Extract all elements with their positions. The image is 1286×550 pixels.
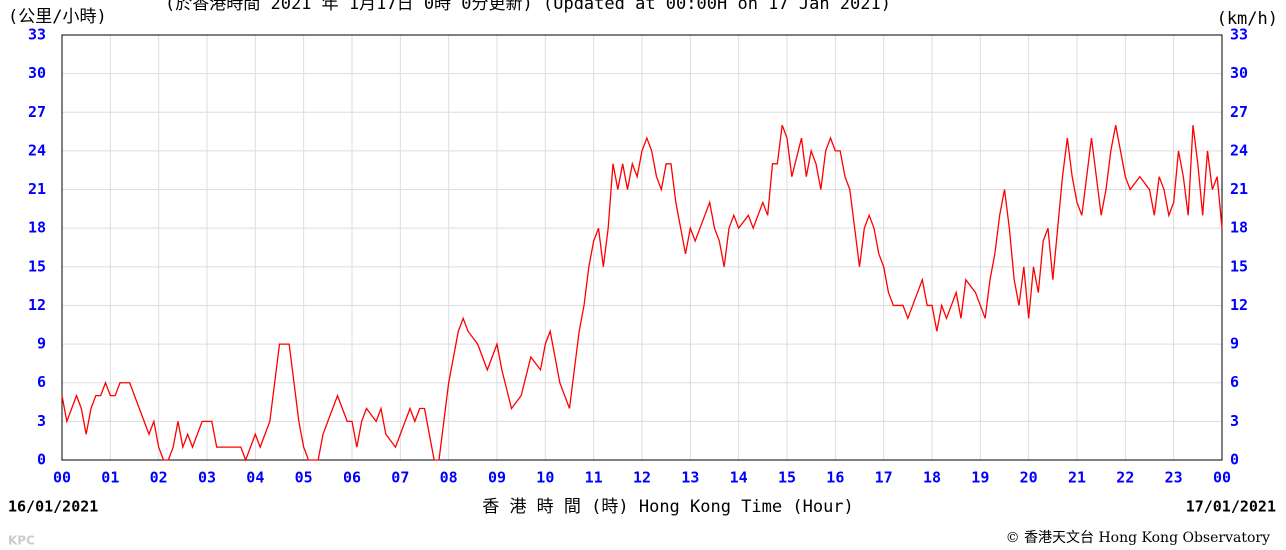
x-tick-label: 21 [1068,469,1086,487]
x-tick-label: 05 [295,469,313,487]
y-tick-label: 18 [28,219,46,237]
y-tick-label-right: 21 [1230,180,1248,198]
x-tick-label: 14 [730,469,748,487]
x-tick-label: 12 [633,469,651,487]
x-tick-label: 07 [391,469,409,487]
y-tick-label: 12 [28,296,46,314]
x-axis-label: 香 港 時 間 (時) Hong Kong Time (Hour) [482,497,854,517]
end-date: 17/01/2021 [1186,498,1276,516]
y-tick-label-right: 9 [1230,335,1239,353]
y-tick-label-right: 3 [1230,412,1239,430]
x-tick-label: 06 [343,469,361,487]
x-tick-label: 19 [971,469,989,487]
x-tick-label: 00 [53,469,71,487]
y-tick-label: 24 [28,141,46,159]
y-tick-label-right: 15 [1230,257,1248,275]
x-tick-label: 16 [826,469,844,487]
x-tick-label: 20 [1020,469,1038,487]
chart-title: (於香港時間 2021 年 1月17日 0時 0分更新) (Updated at… [165,0,891,14]
x-tick-label: 08 [440,469,458,487]
x-tick-label: 15 [778,469,796,487]
y-tick-label: 30 [28,64,46,82]
x-tick-label: 23 [1165,469,1183,487]
credit: © 香港天文台 Hong Kong Observatory [1006,530,1271,546]
y-tick-label: 0 [37,451,46,469]
y-axis-label-right: (km/h) [1217,9,1278,29]
y-tick-label-right: 27 [1230,103,1248,121]
y-tick-label: 9 [37,335,46,353]
x-tick-label: 03 [198,469,216,487]
y-tick-label: 27 [28,103,46,121]
y-tick-label-right: 24 [1230,141,1248,159]
y-axis-label-left: (公里/小時) [8,7,107,27]
y-tick-label-right: 18 [1230,219,1248,237]
y-tick-label-right: 12 [1230,296,1248,314]
x-tick-label: 17 [875,469,893,487]
x-tick-label: 18 [923,469,941,487]
plot-frame [61,34,1223,461]
x-tick-label: 02 [150,469,168,487]
y-tick-label-right: 33 [1230,26,1248,44]
y-tick-label: 3 [37,412,46,430]
x-tick-label: 04 [246,469,264,487]
y-tick-label: 6 [37,373,46,391]
x-tick-label: 10 [536,469,554,487]
data-line [61,124,1223,462]
y-tick-label-right: 0 [1230,451,1239,469]
y-tick-label: 15 [28,257,46,275]
y-tick-label: 21 [28,180,46,198]
watermark: KPC [8,534,35,548]
start-date: 16/01/2021 [8,498,98,516]
x-tick-label: 01 [101,469,119,487]
x-tick-label: 11 [585,469,603,487]
x-tick-label: 00 [1213,469,1231,487]
y-tick-label-right: 6 [1230,373,1239,391]
x-tick-label: 22 [1116,469,1134,487]
x-tick-label: 09 [488,469,506,487]
y-tick-label-right: 30 [1230,64,1248,82]
y-tick-label: 33 [28,26,46,44]
x-tick-label: 13 [681,469,699,487]
